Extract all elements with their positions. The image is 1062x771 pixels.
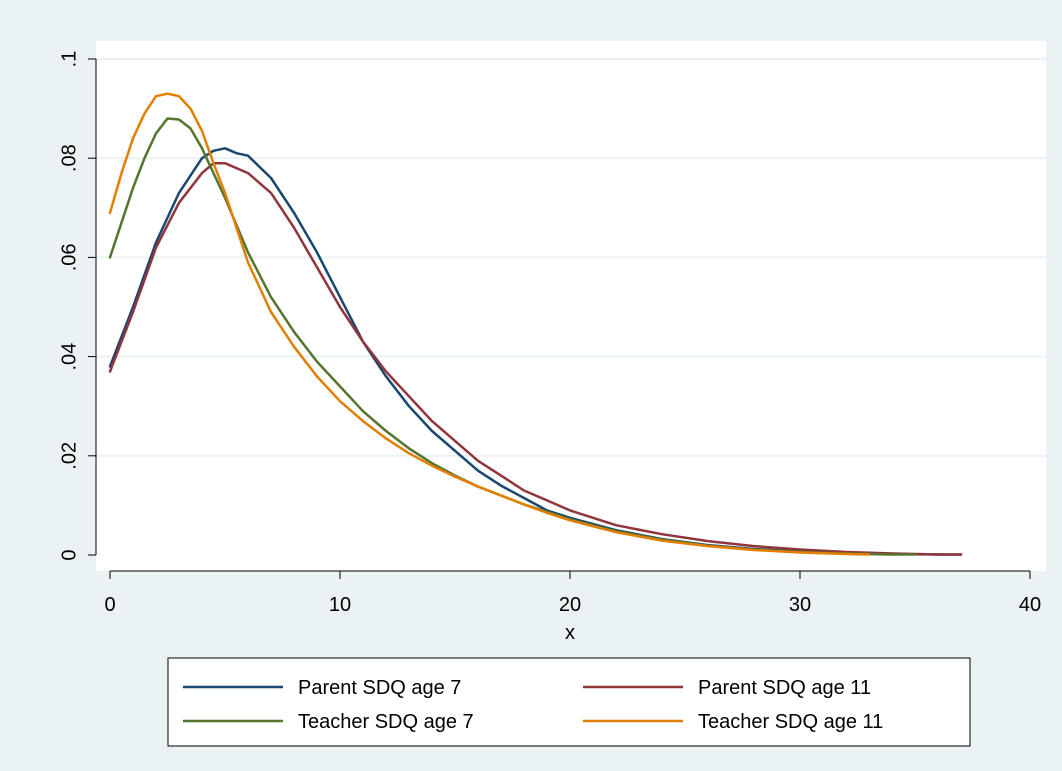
y-tick-label: .04 — [58, 343, 80, 371]
x-tick-label: 0 — [104, 594, 115, 616]
plot-area — [96, 41, 1046, 571]
series-line — [108, 161, 963, 556]
legend-label: Parent SDQ age 11 — [698, 677, 871, 699]
y-tick-label: .06 — [58, 243, 80, 271]
legend-box — [167, 657, 971, 747]
legend-label: Teacher SDQ age 7 — [298, 711, 474, 733]
legend: Parent SDQ age 7 Parent SDQ age 11 Teacher… — [167, 657, 971, 747]
x-tick-label: 40 — [1019, 594, 1041, 616]
y-tick-label: .02 — [58, 442, 80, 470]
axes: 0 .02 .04 .06 .08 .1 0 10 20 30 40 x — [58, 51, 1041, 644]
x-axis-label: x — [565, 622, 575, 644]
grid-lines — [96, 58, 1046, 457]
legend-label: Parent SDQ age 7 — [298, 677, 461, 699]
legend-label: Teacher SDQ age 11 — [698, 711, 883, 733]
y-tick-label: .1 — [58, 51, 80, 68]
series-line — [108, 92, 871, 556]
series-layer — [108, 92, 963, 556]
y-tick-label: .08 — [58, 144, 80, 172]
x-tick-label: 30 — [789, 594, 811, 616]
x-tick-label: 20 — [559, 594, 581, 616]
x-tick-label: 10 — [329, 594, 351, 616]
y-tick-label: 0 — [58, 549, 80, 560]
